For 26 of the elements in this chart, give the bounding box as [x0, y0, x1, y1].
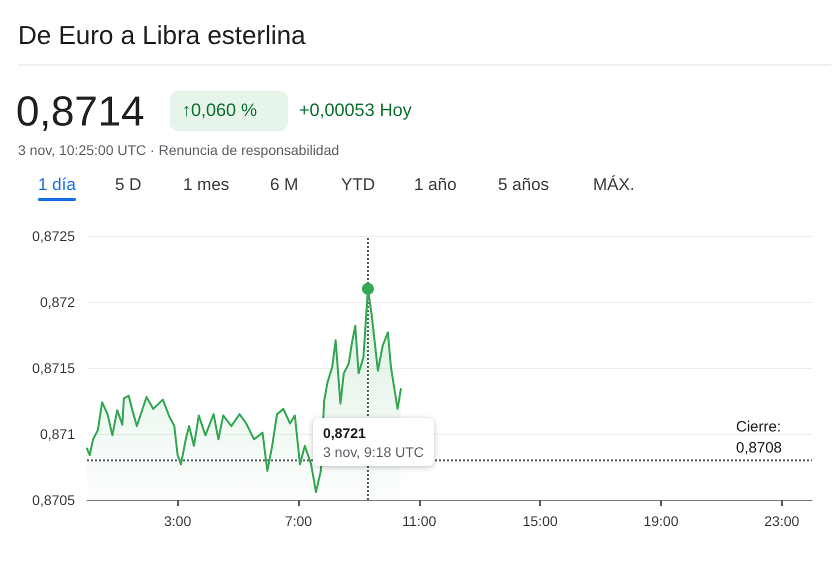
- annotation: 0,8721 3 nov, 9:18 UTC: [323, 425, 424, 460]
- ref-line-label: Cierre: 0,8708: [736, 418, 782, 456]
- x-tick-label: 7:00: [284, 513, 312, 529]
- x-tick-label: 11:00: [402, 513, 436, 529]
- x-tick-label: 19:00: [643, 513, 679, 529]
- x-tick-label: 23:00: [764, 513, 800, 529]
- x-tick-label: 3:00: [164, 513, 192, 529]
- text: 5 años: [498, 175, 550, 194]
- text: MÁX.: [593, 175, 635, 194]
- text: 1 año: [414, 175, 457, 194]
- chart-title: De Euro a Libra esterlina: [18, 20, 306, 50]
- text: +0,00053 Hoy: [299, 100, 412, 120]
- text: 5 D: [115, 175, 142, 194]
- text: 6 M: [270, 175, 298, 194]
- y-tick-label: 0,871: [40, 426, 76, 442]
- y-tick-label: 0,8705: [32, 492, 76, 508]
- text: ↑0,060 %: [182, 100, 258, 120]
- x-tick-label: 15:00: [522, 513, 558, 529]
- y-tick-label: 0,8725: [32, 228, 76, 244]
- text: YTD: [341, 175, 375, 194]
- y-tick-label: 0,8715: [32, 360, 76, 376]
- text: 1 mes: [183, 175, 230, 194]
- text: 0,8714: [16, 88, 144, 134]
- y-tick-label: 0,872: [40, 294, 76, 310]
- text: 3 nov, 10:25:00 UTC · Renuncia de responsabilidad: [18, 142, 340, 158]
- text: 1 día: [38, 175, 76, 194]
